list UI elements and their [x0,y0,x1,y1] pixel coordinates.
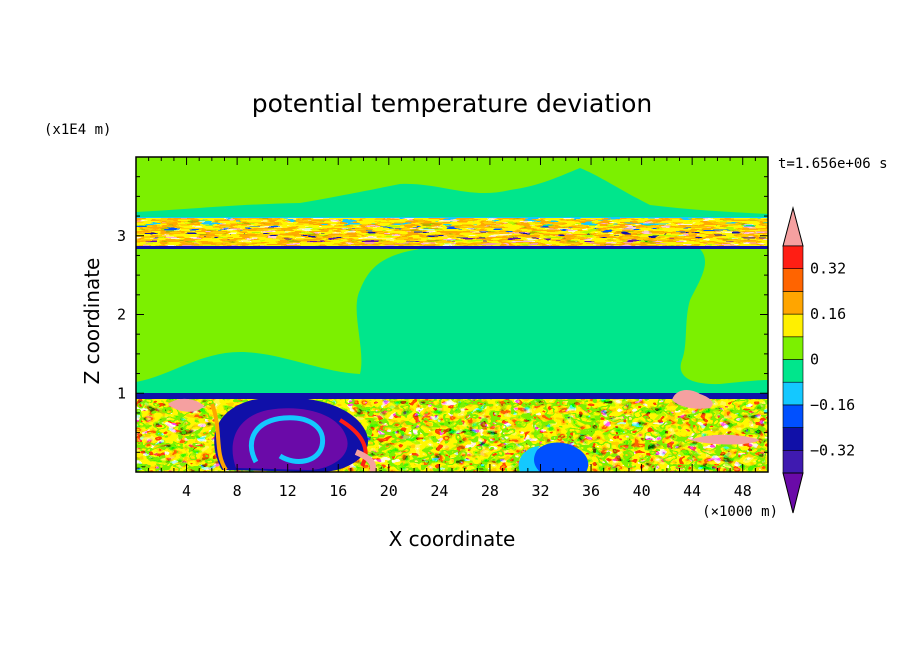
x-tick-label: 36 [582,482,600,500]
colorbar-tick-label: 0 [810,351,819,369]
x-tick-label: 20 [380,482,398,500]
x-axis-label: X coordinate [389,527,516,551]
colorbar-top-triangle [782,206,804,247]
x-tick-label: 8 [233,482,242,500]
x-tick-label: 40 [633,482,651,500]
x-tick-label: 32 [531,482,549,500]
colorbar-box [782,336,804,360]
y-unit-label: (x1E4 m) [44,122,111,138]
colorbar-box [782,404,804,428]
colorbar-tick-label: 0.16 [810,305,846,323]
x-tick-label: 16 [329,482,347,500]
band-upper-darkblue [136,246,768,249]
colorbar: 0.32 0.16 0 −0.16 −0.32 [782,206,855,514]
x-tick-label: 4 [182,482,191,500]
colorbar-box [782,449,804,474]
colorbar-tick-label: −0.32 [810,441,855,459]
colorbar-box [782,427,804,451]
x-tick-label: 48 [734,482,752,500]
chart-title: potential temperature deviation [252,89,652,118]
y-tick-label: 1 [117,384,126,402]
pink-blob-right [672,390,713,409]
colorbar-tick-label: 0.32 [810,260,846,278]
colorbar-tick-label: −0.16 [810,396,855,414]
colorbar-box [782,313,804,338]
band-upper-noise [136,218,768,246]
x-tick-label: 28 [481,482,499,500]
colorbar-box [782,359,804,383]
y-tick-label: 3 [117,227,126,245]
colorbar-bottom-triangle [782,472,804,514]
y-axis-ticks: 1 2 3 [117,176,768,453]
x-axis-ticks: 4 8 12 16 20 24 28 32 36 40 44 48 [148,157,756,500]
x-tick-label: 24 [430,482,448,500]
band-lower-navy [136,393,768,399]
x-unit-label: (×1000 m) [702,504,778,520]
y-tick-label: 2 [117,306,126,324]
colorbar-box [782,268,804,292]
x-tick-label: 12 [279,482,297,500]
colorbar-box [782,381,804,406]
field-middle-plume [136,249,768,385]
field-middle-patch [420,259,660,286]
y-axis-label: Z coordinate [80,258,104,385]
colorbar-box [782,291,804,315]
vortex [210,397,377,472]
time-label: t=1.656e+06 s [778,156,888,172]
field-upper-plume [136,157,768,214]
x-tick-label: 44 [683,482,701,500]
colorbar-box [782,245,804,270]
blue-blob [529,442,589,472]
contour-field [136,157,768,472]
